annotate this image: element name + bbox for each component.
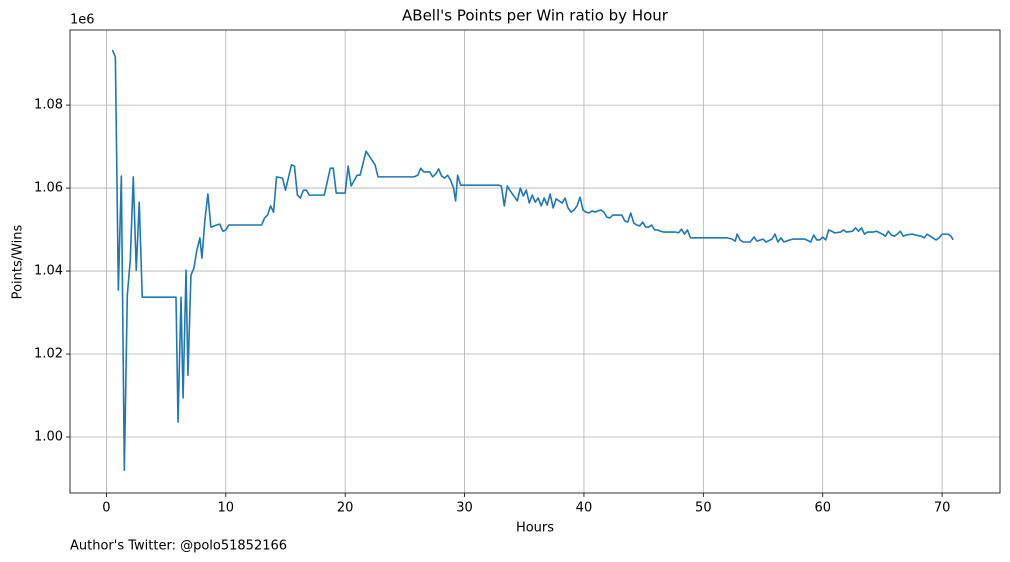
footnote: Author's Twitter: @polo51852166 [70,539,287,554]
y-tick-label: 1.08 [34,98,63,113]
data-line [111,49,954,471]
y-tick-label: 1.02 [34,347,63,362]
x-tick-label: 70 [934,501,951,516]
x-tick-label: 20 [337,501,354,516]
x-tick-label: 10 [218,501,235,516]
chart-title: ABell's Points per Win ratio by Hour [402,7,669,25]
x-tick-label: 30 [456,501,473,516]
plot-frame [69,29,1001,494]
x-tick-label: 50 [695,501,712,516]
y-tick-label: 1.00 [34,429,63,444]
y-tick-label: 1.04 [34,264,63,279]
x-axis-label: Hours [516,521,554,536]
y-tick-label: 1.06 [34,181,63,196]
y-offset-label: 1e6 [70,13,95,28]
x-tick-label: 0 [102,501,110,516]
x-tick-label: 40 [576,501,593,516]
x-tick-label: 60 [814,501,831,516]
y-axis-label: Points/Wins [11,224,26,299]
